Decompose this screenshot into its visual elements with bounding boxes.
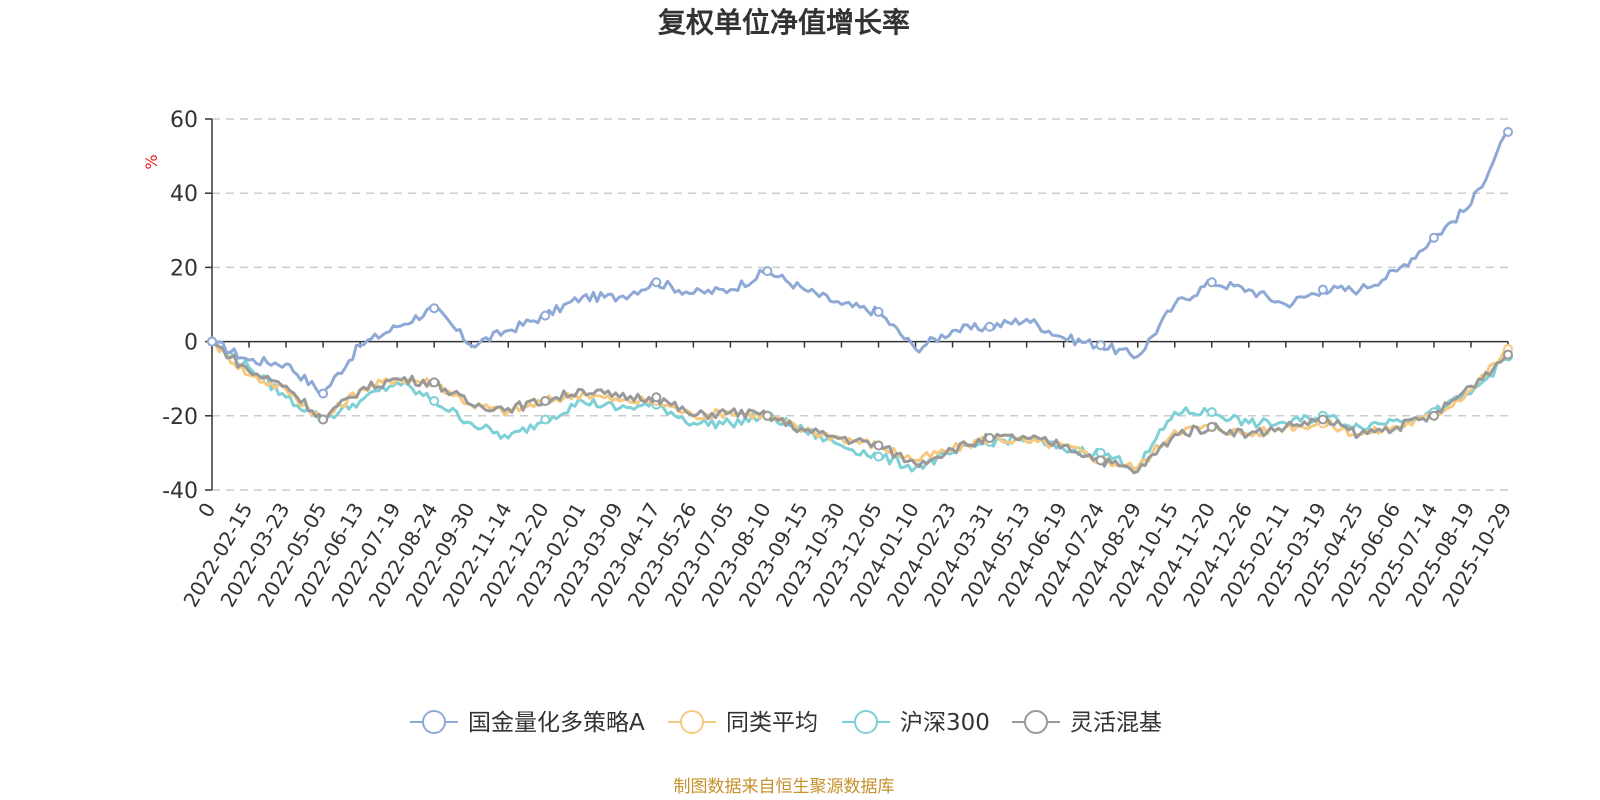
data-point [1206, 277, 1217, 288]
grid-lines [212, 118, 1508, 491]
y-tick-label: 20 [170, 256, 198, 281]
data-point [873, 440, 884, 451]
legend-marker [680, 710, 704, 734]
data-point [1503, 126, 1513, 137]
y-tick-label: 60 [170, 108, 198, 133]
legend-label: 沪深300 [900, 710, 990, 736]
legend-label: 国金量化多策略A [468, 710, 645, 736]
legend-item[interactable]: 沪深300 [842, 710, 990, 736]
series-line [211, 130, 1510, 396]
y-axis: 60 40 20 0 -20 -40 [162, 108, 213, 504]
data-point [207, 336, 217, 347]
data-point [318, 414, 329, 425]
data-point [1428, 410, 1439, 421]
data-point [1095, 340, 1106, 351]
data-point [873, 306, 884, 317]
legend-item[interactable]: 灵活混基 [1012, 710, 1162, 736]
y-tick-label: -20 [162, 405, 198, 430]
y-axis-unit-label: % [142, 154, 161, 169]
legend-item[interactable]: 同类平均 [668, 710, 818, 736]
y-tick-label: -40 [162, 479, 198, 504]
legend-label: 灵活混基 [1070, 710, 1162, 736]
data-point [762, 266, 773, 277]
data-point [984, 321, 995, 332]
y-tick-label: 40 [170, 182, 198, 207]
legend-item[interactable]: 国金量化多策略A [410, 710, 645, 736]
data-point [651, 392, 662, 403]
data-point [318, 388, 329, 399]
data-point [651, 277, 662, 288]
data-point [429, 395, 440, 406]
data-point [1095, 455, 1106, 466]
series-line [211, 340, 1510, 475]
data-point [1317, 284, 1328, 295]
data-point [540, 395, 551, 406]
data-point [1428, 232, 1439, 243]
series-line [211, 340, 1509, 472]
chart-title: 复权单位净值增长率 [658, 6, 910, 39]
data-point [429, 303, 440, 314]
data-point [1206, 407, 1217, 418]
source-note: 制图数据来自恒生聚源数据库 [674, 777, 895, 797]
data-point [540, 310, 551, 321]
y-tick-label: 0 [184, 331, 198, 356]
x-tick-label: 0 [193, 499, 220, 522]
legend-marker [1024, 710, 1048, 734]
data-point [429, 377, 440, 388]
data-point [1317, 414, 1328, 425]
legend-marker [854, 710, 878, 734]
legend[interactable]: 国金量化多策略A 同类平均 沪深300 灵活混基 [410, 710, 1162, 736]
series-line [211, 340, 1509, 473]
series-lines [207, 126, 1513, 475]
legend-label: 同类平均 [726, 710, 818, 736]
data-point [984, 433, 995, 444]
legend-marker [422, 710, 446, 734]
data-point [762, 410, 773, 421]
data-point [1503, 349, 1513, 360]
data-point [1206, 421, 1217, 432]
data-point [873, 451, 884, 462]
data-point [540, 414, 551, 425]
